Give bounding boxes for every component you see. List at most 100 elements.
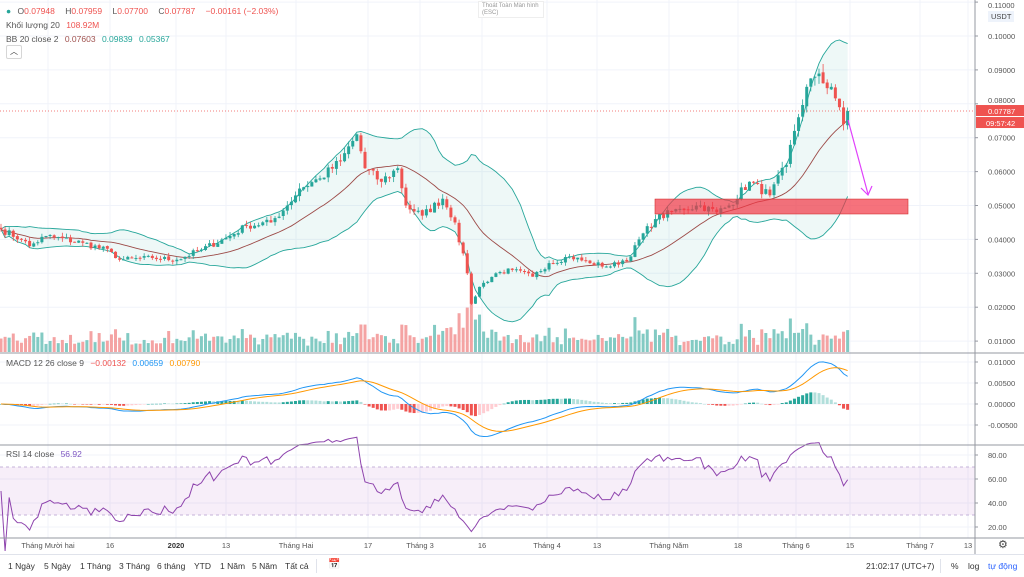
range-6-months-button[interactable]: 6 tháng [157, 561, 186, 571]
macd-histogram-bar [682, 400, 686, 404]
range-1-year-button[interactable]: 1 Năm [220, 561, 246, 571]
volume-bar [715, 335, 719, 352]
candle-body [600, 262, 604, 267]
volume-bar [359, 324, 363, 352]
volume-bar [7, 337, 11, 352]
candle-body [97, 245, 101, 249]
rsi-label: RSI 14 close [6, 449, 55, 459]
volume-bar [69, 334, 73, 352]
drawings[interactable] [0, 110, 975, 215]
volume-bar [73, 343, 77, 352]
candle-body [420, 210, 424, 216]
volume-bar [179, 340, 183, 352]
candle-body [101, 246, 105, 249]
time-label: Tháng 7 [906, 541, 934, 550]
candle-body [559, 261, 563, 263]
macd-histogram-bar [40, 404, 44, 405]
range-all-button[interactable]: Tất cả [285, 561, 309, 571]
log-toggle[interactable]: log [968, 561, 980, 571]
fullscreen-exit-hint[interactable]: Thoát Toàn Màn hình (ESC) [478, 1, 544, 18]
macd-histogram-bar [453, 404, 457, 407]
candle-body [637, 239, 641, 246]
volume-bar [478, 314, 482, 352]
candle-body [764, 189, 768, 194]
chart-settings-gear-icon[interactable]: ⚙ [998, 539, 1008, 551]
chart-canvas[interactable]: 0.11000 0.10000 0.09000 0.08000 0.07000 0.060… [0, 0, 1024, 554]
candle-body [273, 218, 277, 223]
macd-histogram-bar [322, 401, 326, 404]
macd-histogram-bar [621, 402, 625, 404]
calendar-icon[interactable]: 📅 [328, 559, 341, 570]
candles [0, 63, 850, 306]
macd-histogram-bar [670, 398, 674, 404]
volume-bar [97, 333, 101, 352]
macd-histogram-bar [641, 399, 645, 404]
candle-body [355, 134, 359, 141]
macd-histogram-bar [77, 404, 81, 405]
volume-bar [60, 339, 64, 352]
candle-body [813, 76, 817, 78]
macd-histogram-bar [837, 404, 841, 406]
macd-histogram-bar [735, 404, 739, 406]
macd-histogram-bar [743, 403, 747, 405]
macd-histogram-bar [138, 404, 142, 405]
macd-legend[interactable]: MACD 12 26 close 9 −0.00132 0.00659 0.00… [6, 358, 204, 368]
candle-body [383, 176, 387, 183]
range-1-month-button[interactable]: 1 Tháng [80, 561, 112, 571]
candle-body [191, 250, 195, 256]
macd-histogram-bar [367, 404, 371, 407]
clock-time[interactable]: 21:02:17 (UTC+7) [866, 561, 935, 571]
macd-signal-line [0, 367, 848, 432]
macd-histogram-bar [768, 404, 772, 406]
candle-body [93, 245, 97, 248]
macd-histogram-bar [122, 404, 126, 406]
macd-histogram-bar [657, 397, 661, 404]
candle-body [486, 281, 490, 283]
range-1-day-button[interactable]: 1 Ngày [8, 561, 35, 571]
macd-histogram-bar [797, 396, 801, 404]
macd-histogram-bar [105, 404, 109, 405]
volume-legend[interactable]: Khối lượng 20 108.92M [6, 20, 103, 30]
volume-bar [752, 337, 756, 352]
percent-toggle[interactable]: % [951, 561, 959, 571]
candle-body [118, 258, 122, 260]
candle-body [523, 271, 527, 273]
rsi-band-fill [0, 467, 975, 515]
volume-bar [805, 323, 809, 352]
macd-histogram-bar [28, 404, 32, 406]
volume-bar [105, 340, 109, 352]
rsi-legend[interactable]: RSI 14 close 56.92 [6, 449, 86, 459]
volume-bar [408, 335, 412, 352]
volume-bar [768, 338, 772, 352]
volume-bar [829, 338, 833, 352]
volume-bar [347, 331, 351, 352]
candle-body [363, 151, 367, 169]
volume-bar [547, 327, 551, 352]
range-ytd-button[interactable]: YTD [194, 561, 211, 571]
currency-label[interactable]: USDT [988, 11, 1015, 22]
collapse-legend-button[interactable]: ︿ [6, 45, 22, 59]
candle-body [265, 219, 269, 223]
volume-bar [441, 330, 445, 352]
candle-body [347, 146, 351, 155]
candle-body [253, 225, 257, 229]
candle-body [306, 186, 310, 188]
auto-scale-toggle[interactable]: tự động [988, 561, 1018, 571]
bb-legend[interactable]: BB 20 close 2 0.07603 0.09839 0.05367 [6, 34, 174, 44]
candle-body [747, 181, 751, 191]
candle-body [212, 243, 216, 247]
volume-bar [257, 344, 261, 352]
volume-bar [183, 341, 187, 352]
volume-bar [551, 342, 555, 352]
range-5-days-button[interactable]: 5 Ngày [44, 561, 71, 571]
range-5-years-button[interactable]: 5 Năm [252, 561, 278, 571]
range-3-months-button[interactable]: 3 Tháng [119, 561, 151, 571]
time-label: Tháng 4 [533, 541, 561, 550]
candle-body [801, 104, 805, 117]
macd-histogram-bar [126, 404, 130, 406]
volume-bar [837, 338, 841, 352]
volume-bar [208, 340, 212, 352]
volume-bar [322, 342, 326, 352]
macd-histogram-bar [56, 403, 60, 405]
macd-histogram-bar [314, 400, 318, 404]
